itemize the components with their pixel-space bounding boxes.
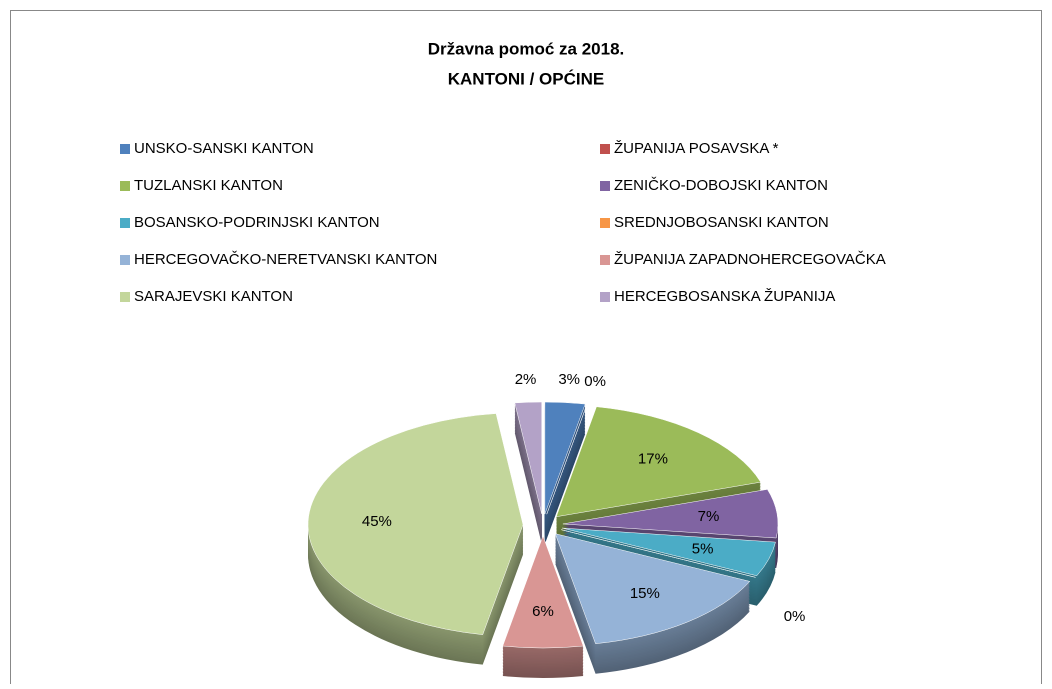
slice bbox=[555, 406, 762, 518]
legend-label: ŽUPANIJA POSAVSKA * bbox=[614, 140, 779, 157]
data-label: 17% bbox=[638, 451, 668, 468]
legend-label: TUZLANSKI KANTON bbox=[134, 177, 283, 194]
legend-swatch bbox=[600, 144, 610, 154]
chart-title: Državna pomoć za 2018. bbox=[428, 39, 625, 58]
chart-border bbox=[10, 10, 1042, 689]
data-label: 3% bbox=[558, 371, 580, 388]
legend-label: SREDNJOBOSANSKI KANTON bbox=[614, 214, 829, 231]
legend-swatch bbox=[120, 255, 130, 265]
slice bbox=[562, 489, 779, 539]
data-label: 5% bbox=[692, 540, 714, 557]
data-label: 15% bbox=[630, 585, 660, 602]
slice bbox=[562, 527, 776, 577]
slice bbox=[561, 529, 756, 578]
legend-label: SARAJEVSKI KANTON bbox=[134, 288, 293, 305]
data-label: 7% bbox=[698, 508, 720, 525]
slice bbox=[307, 413, 524, 635]
data-label: 0% bbox=[584, 373, 606, 390]
legend-label: UNSKO-SANSKI KANTON bbox=[134, 140, 314, 157]
legend-swatch bbox=[600, 218, 610, 228]
legend-swatch bbox=[120, 218, 130, 228]
legend-swatch bbox=[120, 181, 130, 191]
legend-label: HERCEGBOSANSKA ŽUPANIJA bbox=[614, 288, 835, 305]
legend-swatch bbox=[120, 292, 130, 302]
legend-label: BOSANSKO-PODRINJSKI KANTON bbox=[134, 214, 380, 231]
legend-label: ZENIČKO-DOBOJSKI KANTON bbox=[614, 177, 828, 194]
legend-swatch bbox=[600, 181, 610, 191]
legend-swatch bbox=[600, 255, 610, 265]
legend-swatch bbox=[600, 292, 610, 302]
data-label: 45% bbox=[362, 513, 392, 530]
slice bbox=[554, 533, 751, 644]
chart-subtitle: KANTONI / OPĆINE bbox=[448, 69, 604, 88]
slice bbox=[502, 535, 584, 649]
data-label: 2% bbox=[515, 371, 537, 388]
legend-swatch bbox=[120, 144, 130, 154]
legend-label: HERCEGOVAČKO-NERETVANSKI KANTON bbox=[134, 251, 437, 268]
slice bbox=[514, 401, 542, 515]
slice bbox=[544, 401, 586, 515]
legend-label: ŽUPANIJA ZAPADNOHERCEGOVAČKA bbox=[614, 251, 886, 268]
slice bbox=[546, 404, 588, 515]
data-label: 6% bbox=[532, 603, 554, 620]
data-label: 0% bbox=[784, 608, 806, 625]
